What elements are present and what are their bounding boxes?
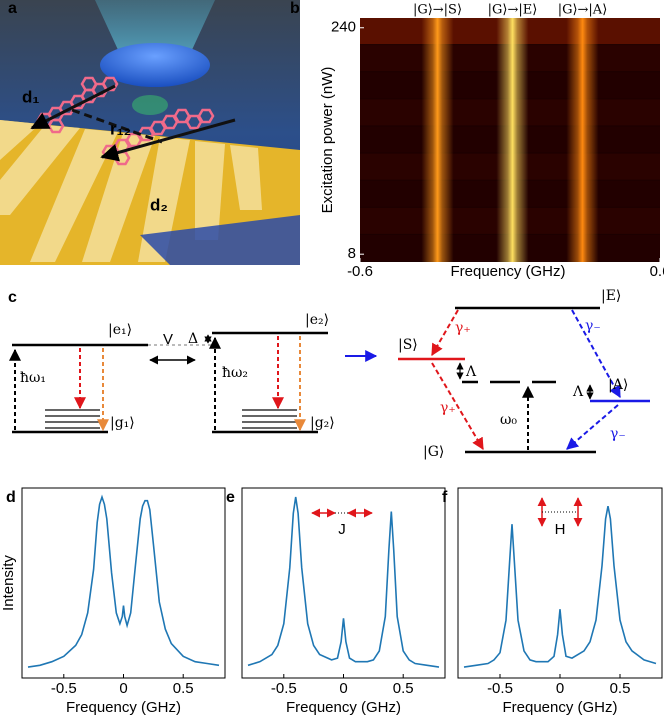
x-axis-label: Frequency (GHz): [502, 699, 617, 716]
splitting-label: Λ: [465, 364, 477, 380]
electrode-stripes: [0, 120, 262, 262]
coupling-label: V: [163, 331, 173, 348]
y-axis-label: Excitation power (nW): [319, 67, 336, 214]
annotation: H: [555, 521, 566, 538]
y-tick-label: 240: [331, 19, 356, 36]
state-label: |g₂⟩: [310, 415, 335, 431]
annotation: J: [338, 521, 346, 538]
rate-label: γ₋: [610, 426, 626, 442]
state-label: |e₂⟩: [305, 312, 329, 328]
gate: [140, 215, 300, 265]
dipole-arrow: [100, 118, 236, 162]
dipole-arrow: [30, 84, 116, 130]
panel-label: c: [8, 289, 17, 306]
spectrum-line: [27, 494, 220, 668]
x-tick-label: 0.6: [650, 263, 664, 280]
x-tick-label: 0: [339, 680, 347, 697]
y-tick-label: 8: [348, 245, 356, 262]
state-label: |g₁⟩: [110, 415, 135, 431]
panel-label: d: [6, 489, 16, 506]
legend-label: |G⟩→|A⟩: [558, 3, 608, 18]
state-label: |E⟩: [601, 288, 621, 304]
decay-arrow: [571, 309, 621, 399]
x-axis-label: Frequency (GHz): [66, 699, 181, 716]
state-label: |A⟩: [608, 377, 628, 393]
x-tick-label: -0.5: [51, 680, 77, 697]
x-tick-label: 0: [556, 680, 564, 697]
spectrum-line: [247, 496, 440, 668]
distance-label: r₁₂: [110, 119, 131, 138]
state-label: |S⟩: [398, 337, 418, 353]
x-axis-label: Frequency (GHz): [286, 699, 401, 716]
plot-frame: [241, 487, 446, 679]
x-axis-label: Frequency (GHz): [450, 263, 565, 280]
panel-label: b: [290, 0, 300, 17]
plot-frame: [21, 487, 226, 679]
x-tick-label: -0.5: [271, 680, 297, 697]
dipole-label: d₂: [150, 195, 168, 214]
state-label: |e₁⟩: [108, 322, 132, 338]
dipole-label: d₁: [22, 87, 39, 106]
x-tick-label: 0: [119, 680, 127, 697]
panel-c: c |e₁⟩ |g₁⟩ ħω₁ Δ V |e₂⟩ |g₂⟩ ħω₂ |E⟩ |S…: [8, 288, 650, 460]
distance-line: [71, 108, 163, 144]
rate-label: γ₊: [440, 400, 456, 416]
decay-arrow: [431, 309, 459, 357]
frequency-label: ω₀: [500, 412, 517, 428]
detuning-label: Δ: [188, 331, 198, 347]
panel-label: a: [8, 0, 17, 17]
rate-label: γ₊: [455, 320, 471, 336]
panel-label: e: [226, 489, 235, 506]
energy-label: ħω₁: [20, 370, 46, 386]
x-tick-label: 0.5: [610, 680, 631, 697]
decay-arrow: [566, 404, 619, 450]
sublevels: [45, 409, 100, 429]
panel-a: a d₁ r₁₂ d₂: [0, 0, 300, 265]
annotation-arrows: [311, 497, 583, 527]
x-tick-label: 0.5: [173, 680, 194, 697]
sublevels: [242, 409, 297, 429]
panel-b: |G⟩→|S⟩ |G⟩→|E⟩ |G⟩→|A⟩ -0.6 0.6 8 240 Frequenc…: [290, 0, 664, 280]
splitting-label: Λ: [572, 384, 584, 400]
legend-label: |G⟩→|E⟩: [488, 3, 538, 18]
transition-band: [496, 18, 529, 262]
panel-label: f: [442, 489, 448, 506]
y-axis-label: Intensity: [0, 555, 17, 611]
spectrum-line: [463, 505, 657, 668]
x-tick-label: -0.6: [347, 263, 373, 280]
panel-d: -0.5 0 0.5 Frequency (GHz) d Intensity: [0, 487, 226, 716]
x-tick-label: 0.5: [393, 680, 414, 697]
rate-label: γ₋: [585, 318, 601, 334]
energy-label: ħω₂: [222, 365, 248, 381]
lens-dome: [100, 43, 210, 87]
x-tick-label: -0.5: [487, 680, 513, 697]
legend-label: |G⟩→|S⟩: [413, 3, 462, 18]
transition-band: [421, 18, 454, 262]
state-label: |G⟩: [423, 444, 444, 460]
decay-arrow: [431, 362, 484, 451]
panel-e: -0.5 0 0.5 Frequency (GHz) e J: [226, 487, 446, 716]
panel-f: -0.5 0 0.5 Frequency (GHz) f H: [442, 487, 663, 716]
laser-spot: [132, 95, 168, 115]
transition-band: [566, 18, 599, 262]
